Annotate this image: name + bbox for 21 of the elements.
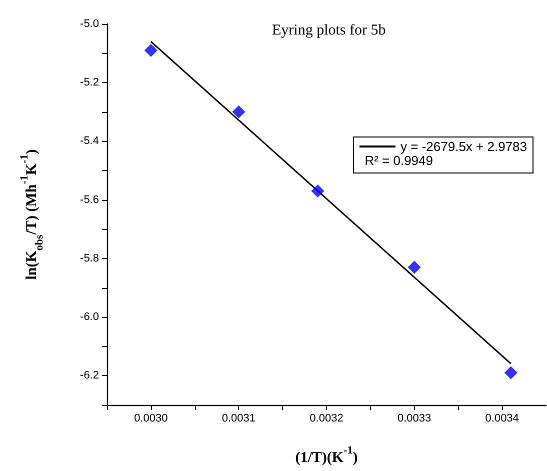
point bbox=[232, 105, 246, 118]
x-tick-label: 0.0034 bbox=[485, 412, 519, 424]
y-tick-label: -5.4 bbox=[80, 135, 99, 148]
y-tick-label: -5.6 bbox=[80, 194, 99, 206]
y-tick-label: -5.8 bbox=[80, 252, 99, 264]
point bbox=[504, 366, 518, 380]
y-tick-label: -6.0 bbox=[80, 311, 99, 324]
point bbox=[311, 184, 324, 198]
x-tick-label: 0.0033 bbox=[397, 412, 432, 424]
y-axis-title: ln(Kobs/T) (Mh-1K-1) bbox=[18, 149, 46, 280]
x-tick-label: 0.0030 bbox=[134, 412, 168, 424]
legend-label: y = -2679.5x + 2.9783 bbox=[400, 139, 527, 154]
point bbox=[408, 260, 421, 274]
y-tick-label: -6.2 bbox=[80, 370, 99, 382]
y-tick-label: -5.2 bbox=[80, 76, 99, 89]
chart-title: Eyring plots for 5b bbox=[272, 22, 386, 38]
y-tick-label: -5.0 bbox=[80, 18, 99, 30]
x-tick-label: 0.0032 bbox=[310, 412, 344, 424]
point bbox=[144, 44, 158, 57]
annotation: R² = 0.9949 bbox=[364, 153, 433, 168]
x-tick-label: 0.0031 bbox=[222, 412, 256, 424]
